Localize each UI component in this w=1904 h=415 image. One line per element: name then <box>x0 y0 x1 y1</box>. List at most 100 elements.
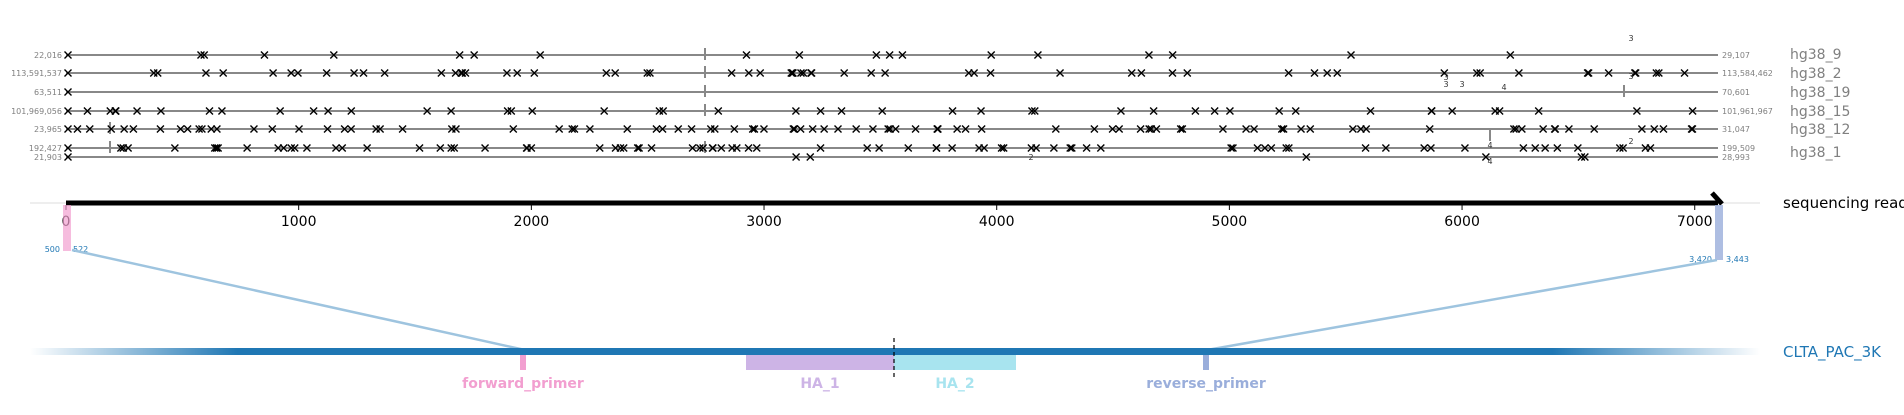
mismatch-mark <box>816 144 825 152</box>
mismatch-mark <box>1145 125 1154 133</box>
mismatch-mark <box>340 125 349 133</box>
mismatch-mark <box>1144 51 1153 59</box>
mismatch-mark <box>1534 107 1543 115</box>
mismatch-mark <box>457 69 466 77</box>
mismatch-mark <box>750 125 759 133</box>
mismatch-mark <box>1323 69 1332 77</box>
annotation-label: 3 <box>1628 72 1633 81</box>
mismatch-mark <box>1178 125 1187 133</box>
mismatch-mark <box>64 125 72 133</box>
mismatch-mark <box>1615 144 1624 152</box>
mismatch-mark <box>977 125 986 133</box>
track-left-coord: 22,016 <box>34 51 62 60</box>
mismatch-mark <box>1348 125 1357 133</box>
mismatch-mark <box>1517 125 1526 133</box>
axis-tick-label: 7000 <box>1677 214 1713 230</box>
track-right-coord: 28,993 <box>1722 153 1750 162</box>
mismatch-mark <box>1297 125 1306 133</box>
mismatch-mark <box>323 125 332 133</box>
mismatch-mark <box>523 144 532 152</box>
mismatch-mark <box>423 107 432 115</box>
mismatch-mark <box>302 144 311 152</box>
mismatch-mark <box>788 69 797 77</box>
mismatch-mark <box>85 125 94 133</box>
mismatch-mark <box>568 125 577 133</box>
mismatch-mark <box>129 125 138 133</box>
mismatch-mark <box>372 125 381 133</box>
mismatch-mark <box>840 69 849 77</box>
mismatch-mark <box>948 107 957 115</box>
mismatch-mark <box>732 144 741 152</box>
mismatch-mark <box>183 125 192 133</box>
left-align-start: 500 <box>45 245 60 254</box>
mismatch-mark <box>64 51 72 59</box>
mismatch-mark <box>1420 144 1429 152</box>
right-link-line <box>1206 258 1718 352</box>
mismatch-mark <box>1584 69 1593 77</box>
mismatch-mark <box>714 107 723 115</box>
mismatch-mark <box>791 107 800 115</box>
mismatch-mark <box>674 125 683 133</box>
mismatch-mark <box>1267 144 1276 152</box>
mismatch-mark <box>730 125 739 133</box>
mismatch-mark <box>795 51 804 59</box>
mismatch-mark <box>1448 107 1457 115</box>
axis-tick-label: 3000 <box>746 214 782 230</box>
mismatch-mark <box>322 69 331 77</box>
mismatch-mark <box>997 144 1006 152</box>
right-alignment-box <box>1715 205 1723 260</box>
target-bar <box>30 348 1760 355</box>
mismatch-mark <box>555 125 564 133</box>
mismatch-mark <box>287 144 296 152</box>
mismatch-mark <box>260 51 269 59</box>
mismatch-mark <box>658 125 667 133</box>
mismatch-mark <box>756 69 765 77</box>
mismatch-mark <box>1066 144 1075 152</box>
mismatch-mark <box>1680 69 1689 77</box>
track-left-coord: 192,427 <box>29 144 62 153</box>
mismatch-mark <box>502 69 511 77</box>
mismatch-mark <box>243 144 252 152</box>
track-right-coord: 113,584,462 <box>1722 69 1773 78</box>
mismatch-mark <box>1425 125 1434 133</box>
mismatch-mark <box>219 69 228 77</box>
mismatch-mark <box>1067 144 1076 152</box>
mismatch-mark <box>881 69 890 77</box>
mismatch-mark <box>1506 51 1515 59</box>
axis-tick-label: 5000 <box>1212 214 1248 230</box>
mismatch-mark <box>1541 144 1550 152</box>
mismatch-mark <box>156 125 165 133</box>
mismatch-mark <box>1082 144 1091 152</box>
track-left-coord: 21,903 <box>34 153 62 162</box>
mismatch-mark <box>643 69 652 77</box>
mismatch-mark <box>207 125 216 133</box>
mismatch-mark <box>727 69 736 77</box>
left-link-line <box>71 248 526 352</box>
mismatch-mark <box>659 107 668 115</box>
mismatch-mark <box>616 144 625 152</box>
mismatch-mark <box>1056 69 1065 77</box>
mismatch-mark <box>1260 144 1269 152</box>
mismatch-mark <box>197 125 206 133</box>
mismatch-mark <box>1137 69 1146 77</box>
right-align-end: 3,443 <box>1726 255 1749 264</box>
mismatch-mark <box>652 125 661 133</box>
mismatch-mark <box>116 144 125 152</box>
mismatch-mark <box>200 51 209 59</box>
mismatch-mark <box>201 69 210 77</box>
track-left-coord: 113,591,537 <box>11 69 62 78</box>
mismatch-mark <box>380 69 389 77</box>
mismatch-mark <box>1366 107 1375 115</box>
mismatch-mark <box>1551 125 1560 133</box>
mismatch-mark <box>1279 125 1288 133</box>
annotation-label: 3 <box>1443 73 1448 82</box>
mismatch-mark <box>687 125 696 133</box>
read-axis: 01000200030004000500060007000 sequencing… <box>30 191 1904 230</box>
mismatch-mark <box>623 125 632 133</box>
mismatch-mark <box>214 144 223 152</box>
mismatch-mark <box>1333 69 1342 77</box>
track-left-coord: 63,511 <box>34 88 62 97</box>
mismatch-mark <box>64 153 72 161</box>
annotation-label: 4 <box>1501 83 1506 92</box>
annotation-label: 2 <box>1028 153 1033 162</box>
